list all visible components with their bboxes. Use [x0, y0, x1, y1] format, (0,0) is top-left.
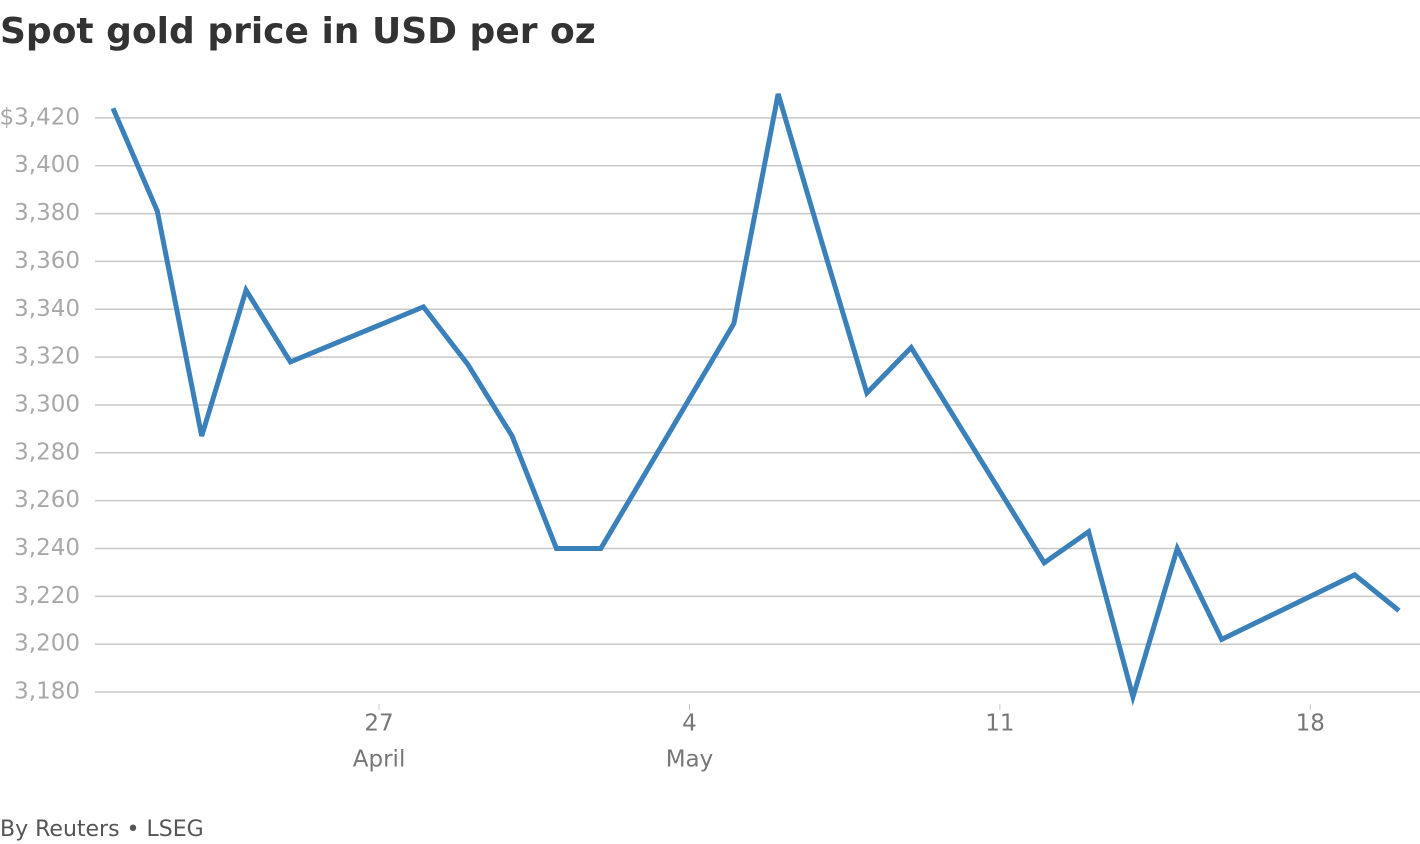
y-tick-label: 3,220 [14, 583, 80, 609]
y-tick-label: 3,180 [14, 679, 80, 705]
x-tick-label: 4 [682, 711, 697, 737]
y-tick-label: 3,200 [14, 631, 80, 657]
x-tick-label: 11 [985, 711, 1014, 737]
y-tick-label: 3,240 [14, 535, 80, 561]
source: By Reuters • LSEG [0, 817, 204, 842]
y-tick-label: 3,360 [14, 248, 80, 274]
y-tick-label: 3,300 [14, 391, 80, 417]
x-month-label: May [666, 747, 714, 773]
chart-title: Spot gold price in USD per oz [0, 11, 596, 52]
y-tick-label: $3,420 [0, 104, 80, 130]
y-tick-label: 3,280 [14, 439, 80, 465]
y-tick-label: 3,340 [14, 296, 80, 322]
price-line [110, 93, 1401, 706]
x-month-label: April [353, 747, 406, 773]
x-tick-label: 18 [1296, 711, 1325, 737]
y-tick-label: 3,320 [14, 344, 80, 370]
y-tick-label: 3,380 [14, 200, 80, 226]
x-tick-label: 27 [364, 711, 393, 737]
y-tick-label: 3,260 [14, 487, 80, 513]
y-tick-label: 3,400 [14, 152, 80, 178]
